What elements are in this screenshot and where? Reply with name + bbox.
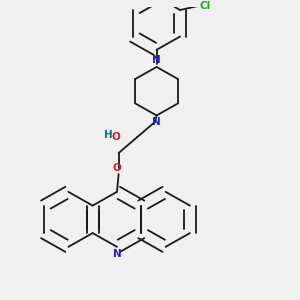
Text: O: O	[113, 163, 122, 173]
Text: Cl: Cl	[200, 1, 211, 11]
Text: O: O	[112, 132, 120, 142]
Text: N: N	[152, 117, 161, 128]
Text: N: N	[112, 249, 122, 260]
Text: N: N	[152, 55, 161, 65]
Text: H: H	[104, 130, 113, 140]
